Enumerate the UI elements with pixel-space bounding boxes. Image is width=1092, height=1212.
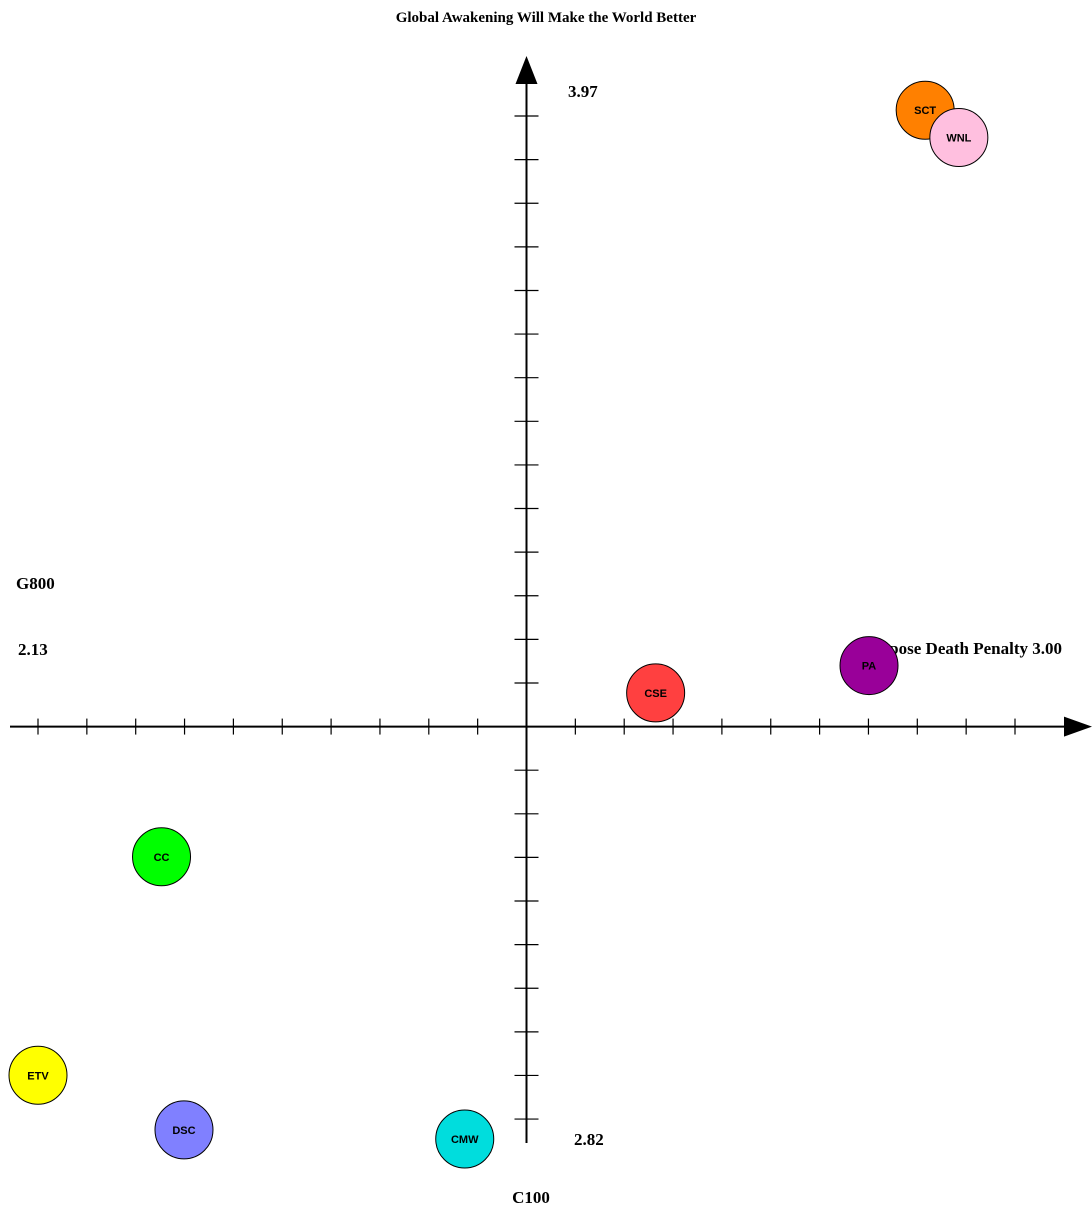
x-axis-min-label: 2.13 [18, 640, 48, 659]
data-point-label: CMW [451, 1134, 479, 1146]
chart-title: Global Awakening Will Make the World Bet… [396, 10, 697, 26]
data-point-label: CSE [644, 688, 667, 700]
data-point-label: ETV [27, 1070, 49, 1082]
data-point-marker [626, 663, 686, 723]
x-axis-max-label: 3.00 [1032, 639, 1062, 658]
data-point-cmw: CMW [435, 1109, 495, 1169]
data-point-marker [929, 108, 989, 168]
y-axis-arrow [515, 56, 538, 84]
data-points: SCT WNL PA CSE CC ETV DSC CMW [8, 80, 989, 1169]
data-point-marker [8, 1045, 68, 1105]
data-point-marker [435, 1109, 495, 1169]
data-point-label: CC [154, 852, 170, 864]
data-point-dsc: DSC [154, 1100, 214, 1160]
x-axis-label: Oppose Death Penalty 3.00 [867, 639, 1063, 658]
data-point-label: PA [862, 661, 877, 673]
data-point-marker [839, 636, 899, 696]
axes [10, 56, 1092, 1143]
data-point-marker [154, 1100, 214, 1160]
left-label: G800 [16, 574, 55, 593]
data-point-label: DSC [172, 1125, 195, 1137]
data-point-cc: CC [132, 827, 192, 887]
x-axis-title: Oppose Death Penalty [867, 639, 1029, 658]
data-point-cse: CSE [626, 663, 686, 723]
data-point-wnl: WNL [929, 108, 989, 168]
data-point-label: SCT [914, 105, 936, 117]
bottom-label: C100 [512, 1188, 550, 1207]
data-point-label: WNL [946, 133, 971, 145]
y-axis-max-label: 3.97 [568, 82, 598, 101]
data-point-pa: PA [839, 636, 899, 696]
data-point-marker [132, 827, 192, 887]
data-point-etv: ETV [8, 1045, 68, 1105]
y-axis-min-label: 2.82 [574, 1130, 604, 1149]
x-axis-arrow [1064, 716, 1092, 737]
